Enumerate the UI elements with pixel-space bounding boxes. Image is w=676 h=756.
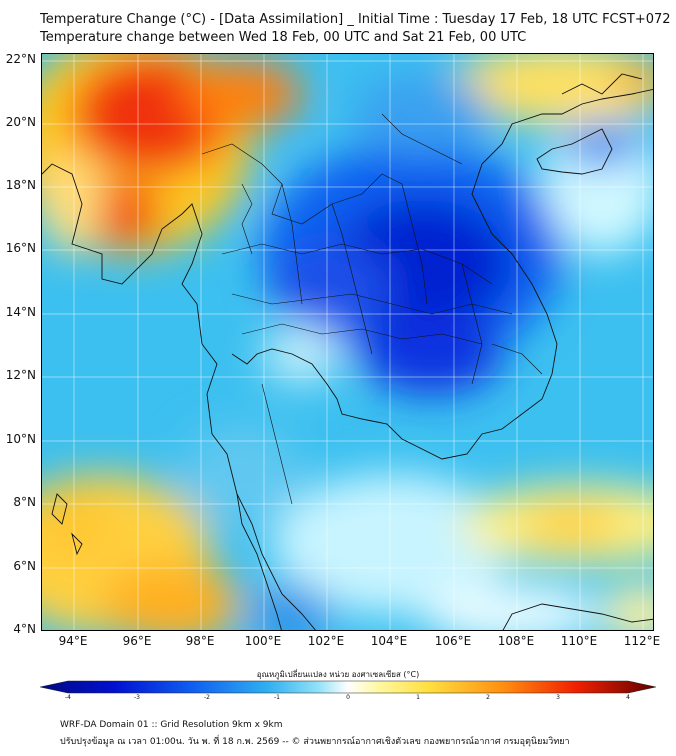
lon-label-98e: 98°E — [185, 634, 215, 648]
lon-label-104e: 104°E — [370, 634, 408, 648]
colorbar-tick: -3 — [134, 694, 140, 701]
colorbar-tick: -4 — [65, 694, 71, 701]
lat-label-20n: 20°N — [5, 115, 36, 129]
map-subtitle: Temperature change between Wed 18 Feb, 0… — [40, 30, 527, 45]
temperature-field — [42, 54, 653, 630]
footer-credit: ปรับปรุงข้อมูล ณ เวลา 01:00น. วัน พ. ที่… — [60, 737, 570, 747]
admin-borders — [201, 113, 543, 505]
colorbar-tick: 4 — [626, 694, 630, 701]
lat-label-18n: 18°N — [5, 178, 36, 192]
lat-label-14n: 14°N — [5, 305, 36, 319]
footer-model-info: WRF-DA Domain 01 :: Grid Resolution 9km … — [60, 720, 283, 730]
coastlines — [42, 73, 653, 630]
map-title: Temperature Change (°C) - [Data Assimila… — [40, 12, 671, 27]
colorbar-tick: -1 — [274, 694, 280, 701]
lon-label-102e: 102°E — [307, 634, 345, 648]
temperature-map — [41, 53, 654, 631]
lat-label-12n: 12°N — [5, 368, 36, 382]
lat-label-22n: 22°N — [5, 52, 36, 66]
colorbar-tick: 1 — [416, 694, 420, 701]
map-canvas — [42, 54, 653, 630]
colorbar — [40, 680, 656, 694]
lon-label-108e: 108°E — [497, 634, 535, 648]
colorbar-tick: 0 — [346, 694, 350, 701]
lat-label-8n: 8°N — [13, 495, 36, 509]
lat-label-16n: 16°N — [5, 241, 36, 255]
lon-label-94e: 94°E — [58, 634, 88, 648]
lon-label-110e: 110°E — [560, 634, 598, 648]
lat-label-10n: 10°N — [5, 432, 36, 446]
lon-label-106e: 106°E — [434, 634, 472, 648]
lon-label-96e: 96°E — [122, 634, 152, 648]
colorbar-caption: อุณหภูมิเปลี่ยนแปลง หน่วย องศาเซลเซียส (… — [256, 670, 420, 679]
lon-label-112e: 112°E — [623, 634, 661, 648]
colorbar-tick: -2 — [204, 694, 210, 701]
lat-label-4n: 4°N — [13, 622, 36, 636]
colorbar-tick: 3 — [556, 694, 560, 701]
graticule — [42, 54, 653, 630]
lat-label-6n: 6°N — [13, 559, 36, 573]
lon-label-100e: 100°E — [244, 634, 282, 648]
colorbar-tick: 2 — [486, 694, 490, 701]
